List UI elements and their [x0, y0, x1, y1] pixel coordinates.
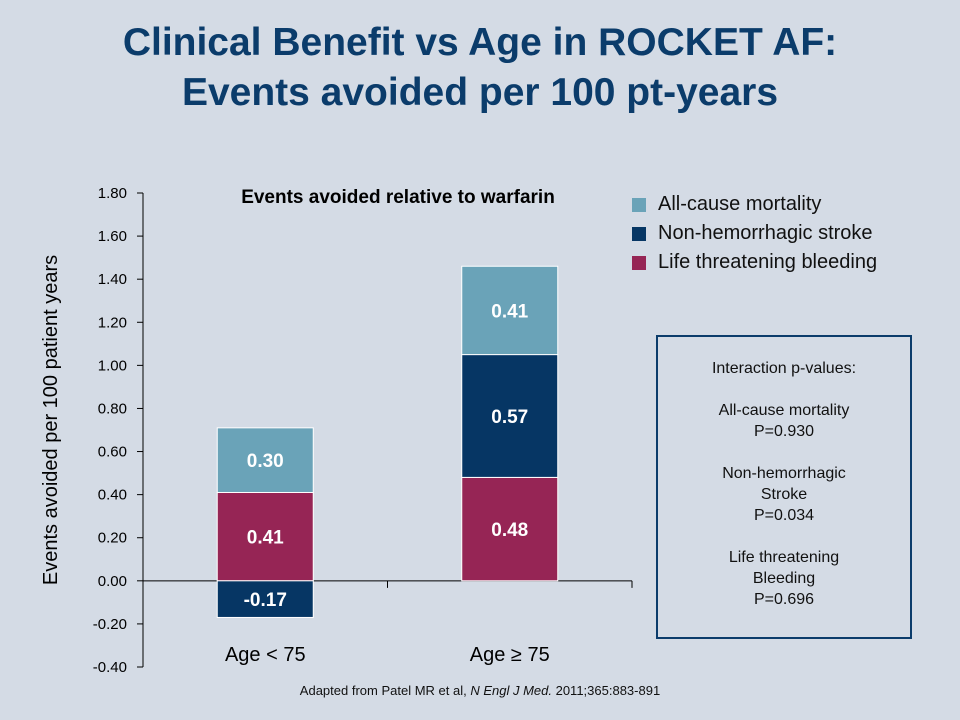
- y-axis-title: Events avoided per 100 patient years: [40, 255, 62, 585]
- legend-swatch-stroke: [632, 226, 646, 241]
- bar-segment: [461, 354, 559, 478]
- bar-segment: [461, 265, 559, 356]
- legend-label-mortality: All-cause mortality: [658, 193, 822, 215]
- title-line-2: Events avoided per 100 pt-years: [181, 71, 779, 114]
- bar-segment: [216, 491, 314, 582]
- y-tick-label: -0.40: [93, 659, 127, 676]
- title-line-1: Clinical Benefit vs Age in ROCKET AF:: [122, 21, 838, 64]
- y-tick-label: 1.00: [98, 357, 127, 374]
- pvalues-heading: Interaction p-values:: [711, 360, 857, 377]
- pvalue-line: Stroke: [760, 486, 808, 503]
- bar-segment: [461, 476, 559, 582]
- y-tick-label: 0.40: [98, 487, 127, 504]
- pvalue-line: Non-hemorrhagic: [722, 465, 846, 482]
- bar-segment: [216, 427, 314, 493]
- legend-item-stroke: Non-hemorrhagic stroke: [632, 219, 877, 248]
- y-tick-label: 0.20: [98, 530, 127, 547]
- legend-label-stroke: Non-hemorrhagic stroke: [658, 222, 873, 244]
- slide-title: Clinical Benefit vs Age in ROCKET AF: Ev…: [0, 18, 960, 118]
- y-tick-label: 0.00: [98, 573, 127, 590]
- chart-title: Events avoided relative to warfarin: [241, 187, 555, 208]
- citation-journal: N Engl J Med.: [470, 683, 552, 698]
- y-tick-label: 1.20: [98, 314, 127, 331]
- y-tick-label: 1.40: [98, 271, 127, 288]
- pvalue-line: P=0.930: [753, 423, 815, 440]
- x-category-label: Age ≥ 75: [470, 644, 550, 666]
- pvalue-line: P=0.696: [753, 591, 815, 608]
- bar-value-label: 0.48: [491, 520, 528, 541]
- citation-suffix: 2011;365:883-891: [551, 683, 661, 698]
- bar-value-label: 0.57: [491, 407, 528, 428]
- legend-item-mortality: All-cause mortality: [632, 190, 877, 219]
- legend-swatch-bleeding: [632, 255, 646, 270]
- y-tick-label: 0.60: [98, 444, 127, 461]
- pvalue-group-bleeding: Life threatening Bleeding P=0.696: [658, 547, 910, 610]
- bar-value-label: 0.41: [247, 528, 284, 549]
- bar-value-label: 0.41: [491, 301, 528, 322]
- bar-value-label: 0.30: [247, 451, 284, 472]
- chart-legend: All-cause mortality Non-hemorrhagic stro…: [632, 190, 877, 277]
- pvalue-line: Life threatening: [728, 549, 840, 566]
- pvalue-group-mortality: All-cause mortality P=0.930: [658, 400, 910, 442]
- citation-footer: Adapted from Patel MR et al, N Engl J Me…: [0, 683, 960, 698]
- citation-prefix: Adapted from Patel MR et al,: [299, 683, 471, 698]
- legend-item-bleeding: Life threatening bleeding: [632, 248, 877, 277]
- pvalue-line: Bleeding: [752, 570, 816, 587]
- legend-label-bleeding: Life threatening bleeding: [658, 251, 878, 273]
- pvalue-line: P=0.034: [753, 507, 815, 524]
- bar-segment: [216, 580, 314, 618]
- y-tick-label: -0.20: [93, 616, 127, 633]
- y-tick-label: 1.80: [98, 185, 127, 202]
- pvalue-line: All-cause mortality: [718, 402, 850, 419]
- x-category-label: Age < 75: [225, 644, 306, 666]
- bar-value-label: -0.17: [244, 590, 287, 611]
- pvalue-group-stroke: Non-hemorrhagic Stroke P=0.034: [658, 463, 910, 526]
- y-tick-label: 1.60: [98, 228, 127, 245]
- interaction-pvalues-box: Interaction p-values: All-cause mortalit…: [656, 335, 912, 639]
- legend-swatch-mortality: [632, 197, 646, 212]
- y-tick-label: 0.80: [98, 400, 127, 417]
